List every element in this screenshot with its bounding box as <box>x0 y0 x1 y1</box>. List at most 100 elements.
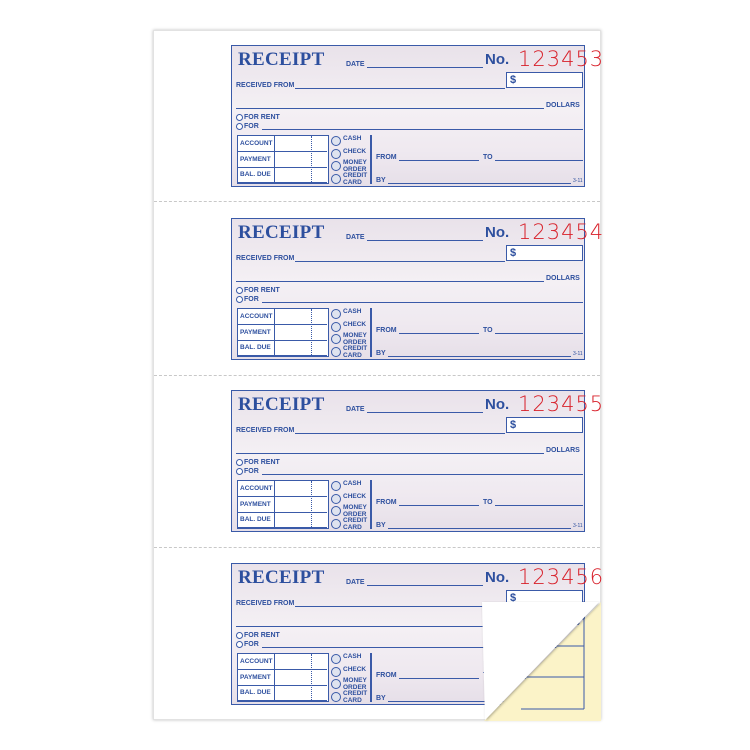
payment-method-radio[interactable] <box>331 149 341 159</box>
payment-method-radio[interactable] <box>331 667 341 677</box>
payment-method-radio[interactable] <box>331 309 341 319</box>
date-field[interactable] <box>367 412 483 413</box>
for-field[interactable] <box>262 302 583 303</box>
amount-field[interactable]: $ <box>506 245 583 261</box>
payment-method-line1: CASH <box>343 135 362 142</box>
payment-method-radio[interactable] <box>331 347 341 357</box>
from-field[interactable] <box>399 505 479 506</box>
dollars-field[interactable] <box>236 626 544 627</box>
from-field[interactable] <box>399 333 479 334</box>
payment-method-radio[interactable] <box>331 654 341 664</box>
payment-method-radio[interactable] <box>331 506 341 516</box>
for-radio[interactable] <box>236 123 243 130</box>
table-row-label: BAL. DUE <box>240 516 271 523</box>
receipt-form: RECEIPT DATE No. 123455 $ RECEIVED FROM … <box>231 390 603 532</box>
table-row: ACCOUNT <box>238 654 327 670</box>
from-field[interactable] <box>399 160 479 161</box>
for-field[interactable] <box>262 474 583 475</box>
by-label: BY <box>376 177 386 184</box>
payment-method-label: MONEY ORDER <box>343 332 367 346</box>
table-row-label: BAL. DUE <box>240 344 271 351</box>
table-row-label: ACCOUNT <box>240 485 273 492</box>
payment-method-radio[interactable] <box>331 161 341 171</box>
payment-method-label: CREDIT CARD <box>343 690 367 704</box>
payment-method-radio[interactable] <box>331 322 341 332</box>
for-label: FOR <box>244 123 259 130</box>
for-rent-radio[interactable] <box>236 287 243 294</box>
payment-method-line1: MONEY <box>343 159 367 166</box>
for-field[interactable] <box>262 129 583 130</box>
for-radio[interactable] <box>236 296 243 303</box>
table-row: BAL. DUE <box>238 512 327 528</box>
receipt-number: 123456 <box>518 565 605 589</box>
payment-method-line1: CREDIT <box>343 517 368 524</box>
date-field[interactable] <box>367 585 483 586</box>
received-from-field[interactable] <box>295 88 505 89</box>
table-row: BAL. DUE <box>238 167 327 183</box>
payment-method-radio[interactable] <box>331 136 341 146</box>
for-rent-radio[interactable] <box>236 114 243 121</box>
dollars-label: DOLLARS <box>546 275 580 282</box>
dollars-field[interactable] <box>236 108 544 109</box>
dollars-field[interactable] <box>236 453 544 454</box>
by-field[interactable] <box>388 183 571 184</box>
for-rent-label: FOR RENT <box>244 459 280 466</box>
payment-method-radio[interactable] <box>331 481 341 491</box>
perforation-line <box>154 201 600 202</box>
received-from-label: RECEIVED FROM <box>236 255 295 262</box>
account-table: ACCOUNT PAYMENT BAL. DUE <box>237 135 329 184</box>
account-table: ACCOUNT PAYMENT BAL. DUE <box>237 480 329 529</box>
to-label: TO <box>483 499 493 506</box>
table-row: BAL. DUE <box>238 340 327 356</box>
payment-method-label: MONEY ORDER <box>343 504 367 518</box>
received-from-label: RECEIVED FROM <box>236 427 295 434</box>
by-field[interactable] <box>388 528 571 529</box>
amount-field[interactable]: $ <box>506 417 583 433</box>
payment-method-radio[interactable] <box>331 679 341 689</box>
payment-method-label: CASH <box>343 480 361 488</box>
dollars-field[interactable] <box>236 281 544 282</box>
from-field[interactable] <box>399 678 479 679</box>
for-rent-radio[interactable] <box>236 632 243 639</box>
payment-method-line1: CREDIT <box>343 345 368 352</box>
payment-method-line2: CARD <box>343 523 362 531</box>
payment-method-line1: CASH <box>343 308 362 315</box>
payment-method-radio[interactable] <box>331 174 341 184</box>
payment-method-radio[interactable] <box>331 692 341 702</box>
receipt-form: RECEIPT DATE No. 123454 $ RECEIVED FROM … <box>231 218 603 360</box>
for-rent-radio[interactable] <box>236 459 243 466</box>
payment-method-label: CASH <box>343 135 362 143</box>
for-field[interactable] <box>262 647 583 648</box>
payment-method-line2: ORDER <box>343 683 367 691</box>
to-label: TO <box>483 154 493 161</box>
table-dotted-divider <box>311 309 312 355</box>
by-field[interactable] <box>388 701 571 702</box>
to-field[interactable] <box>495 160 583 161</box>
to-field[interactable] <box>495 333 583 334</box>
receipt-number: 123453 <box>518 47 605 71</box>
received-from-field[interactable] <box>295 606 505 607</box>
amount-field[interactable]: $ <box>506 72 583 88</box>
for-radio[interactable] <box>236 641 243 648</box>
payment-method-radio[interactable] <box>331 494 341 504</box>
payment-method-label: CREDIT CARD <box>343 172 368 186</box>
for-radio[interactable] <box>236 468 243 475</box>
table-divider <box>274 309 275 355</box>
date-field[interactable] <box>367 67 483 68</box>
payment-method-radio[interactable] <box>331 519 341 529</box>
to-field[interactable] <box>495 505 583 506</box>
table-row: PAYMENT <box>238 497 327 513</box>
received-from-field[interactable] <box>295 261 505 262</box>
payment-method-line1: CREDIT <box>343 172 368 179</box>
dollar-sign: $ <box>510 592 517 604</box>
by-field[interactable] <box>388 356 571 357</box>
payment-method-radio[interactable] <box>331 334 341 344</box>
payment-method-label: CHECK <box>343 666 367 674</box>
section-divider <box>370 308 372 357</box>
table-row: PAYMENT <box>238 152 327 168</box>
payment-method-line1: CHECK <box>343 666 367 673</box>
receipt-title: RECEIPT <box>238 394 325 415</box>
date-field[interactable] <box>367 240 483 241</box>
received-from-field[interactable] <box>295 433 505 434</box>
dollars-label: DOLLARS <box>546 102 580 109</box>
